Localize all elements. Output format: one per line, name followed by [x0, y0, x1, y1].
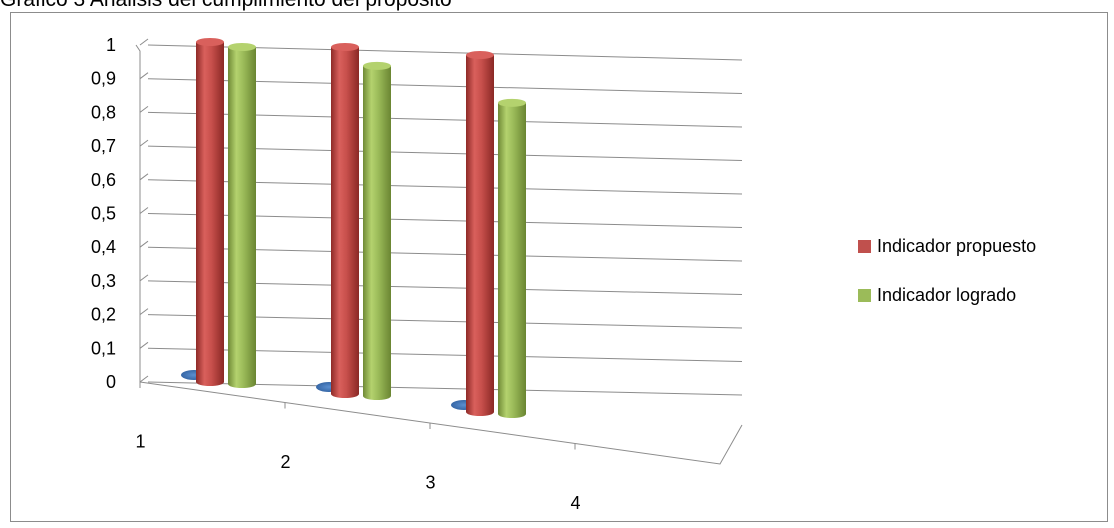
gridline-side — [139, 106, 149, 113]
bar-cylinder — [498, 102, 526, 418]
y-tick-label: 0,3 — [91, 271, 116, 291]
floor-edge — [139, 381, 743, 465]
gridline-side — [139, 375, 149, 383]
gridline-side — [139, 308, 149, 316]
x-axis-ticks: 1 2 3 4 — [135, 382, 581, 513]
y-axis-ticks: 0 0,1 0,2 0,3 0,4 0,5 0,6 0,7 0,8 0,9 1 — [91, 35, 116, 392]
gridline-side — [139, 72, 149, 80]
gridline-side — [139, 240, 149, 248]
bar-cap — [363, 61, 391, 70]
gridline-side — [139, 274, 149, 282]
bar-cylinder — [466, 55, 494, 416]
legend-swatch-green — [858, 288, 871, 302]
x-tick-label: 4 — [570, 493, 580, 513]
legend-item-propuesto: Indicador propuesto — [858, 234, 1036, 258]
x-tick-label: 1 — [135, 431, 145, 451]
chart-area — [10, 12, 1108, 522]
y-tick-label: 1 — [106, 35, 116, 55]
legend: Indicador propuesto Indicador logrado — [858, 234, 1036, 332]
x-tick-label: 2 — [280, 452, 290, 472]
y-tick-label: 0,4 — [91, 237, 116, 257]
bar-cylinder — [363, 65, 391, 400]
y-tick-label: 0,9 — [91, 69, 116, 89]
y-tick-label: 0,6 — [91, 170, 116, 190]
side-wall — [135, 44, 141, 382]
bar-cylinder — [331, 47, 359, 398]
bar-cylinder — [196, 42, 224, 386]
bar-cylinder — [228, 47, 256, 388]
y-tick-label: 0,7 — [91, 136, 116, 156]
y-tick-label: 0,5 — [91, 204, 116, 224]
y-tick-label: 0,2 — [91, 305, 116, 325]
gridline-side — [139, 139, 149, 147]
legend-label: Indicador propuesto — [877, 235, 1037, 256]
chart-walls — [135, 44, 743, 465]
gridline-side — [139, 173, 149, 181]
y-tick-label: 0,1 — [91, 338, 116, 358]
bar-cap — [498, 98, 526, 107]
bar-cap — [331, 43, 359, 51]
bar-cap — [466, 51, 494, 59]
gridline-side — [139, 207, 149, 214]
y-tick-label: 0,8 — [91, 102, 116, 122]
bar-cap — [196, 38, 224, 46]
legend-label: Indicador logrado — [877, 284, 1017, 305]
legend-item-logrado: Indicador logrado — [858, 283, 1036, 307]
gridline-side — [139, 38, 149, 46]
y-tick-label: 0 — [106, 372, 116, 392]
bars — [181, 38, 526, 418]
gridline-side — [139, 341, 149, 349]
chart-title: Gráfico 3 Análisis del cumplimiento del … — [0, 0, 452, 12]
x-tick-label: 3 — [425, 472, 435, 492]
bar-cap — [228, 43, 256, 51]
legend-swatch-red — [858, 239, 871, 253]
